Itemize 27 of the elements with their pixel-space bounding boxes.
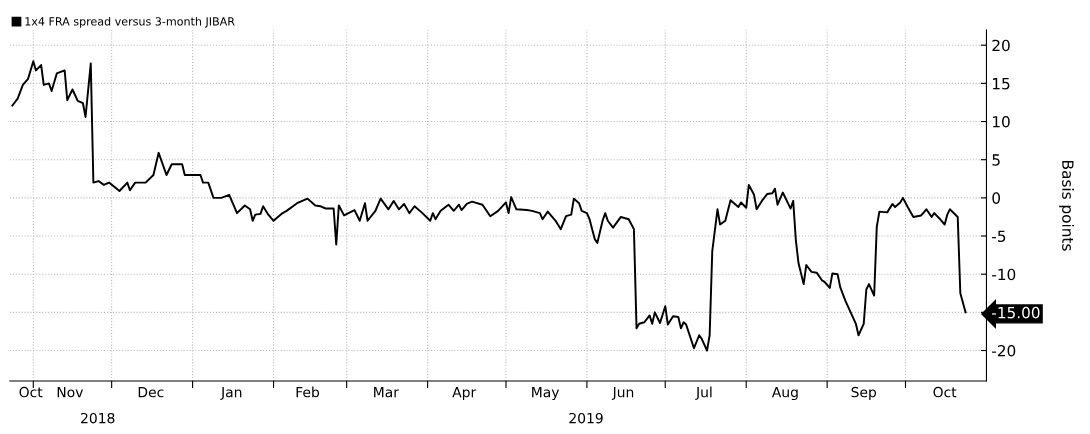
x-tick-label: Aug: [771, 387, 798, 401]
y-tick-label: -20: [992, 344, 1016, 357]
y-tick-label: -10: [992, 268, 1016, 281]
y-tick-label: 0: [992, 192, 1001, 204]
y-axis-title: Basis points: [1059, 161, 1074, 251]
x-tick-label: Feb: [296, 386, 320, 398]
legend-label: 1x4 FRA spread versus 3-month JIBAR: [25, 16, 235, 28]
x-tick-label: Oct: [933, 386, 957, 398]
y-tick-label: -5: [992, 230, 1006, 243]
text: 2019: [569, 412, 603, 424]
x-tick-label: Apr: [452, 387, 477, 401]
x-tick-label: Oct: [19, 386, 43, 398]
text: 2018: [81, 412, 115, 424]
y-tick-label: -15.00: [992, 306, 1040, 319]
line-series: [11, 60, 967, 352]
x-tick-label: Dec: [138, 387, 164, 398]
x-tick-label: May: [532, 387, 560, 401]
y-tick-label: 10: [992, 116, 1010, 128]
x-tick-label: Nov: [57, 387, 84, 398]
y-tick-label: 5: [992, 154, 1000, 166]
y-tick-label: 15: [992, 78, 1010, 90]
x-tick-label: Sep: [851, 386, 877, 401]
y-tick-label: 20: [992, 39, 1010, 52]
x-tick-label: Jun: [611, 387, 634, 400]
x-tick-label: Mar: [374, 387, 399, 398]
x-tick-label: Jul: [695, 386, 712, 400]
x-tick-label: Jan: [220, 387, 242, 400]
